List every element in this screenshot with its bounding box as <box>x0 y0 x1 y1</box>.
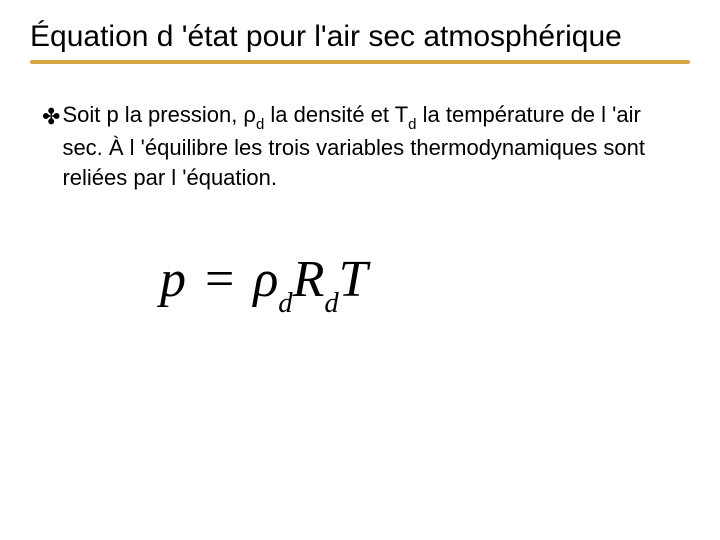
bullet-icon: ✤ <box>42 102 60 132</box>
eq-R-sub: d <box>324 288 338 319</box>
body-pre: Soit p la pression, <box>62 102 243 127</box>
eq-T: T <box>339 251 368 308</box>
equation-block: p = ρdRdT <box>30 250 690 315</box>
eq-p: p <box>160 251 186 308</box>
title-underline <box>30 60 690 64</box>
eq-rho-sub: d <box>278 288 292 319</box>
bullet-item: ✤ Soit p la pression, ρd la densité et T… <box>42 100 660 193</box>
rho-symbol: ρ <box>243 102 256 127</box>
body-mid1: la densité et T <box>264 102 408 127</box>
body-text: Soit p la pression, ρd la densité et Td … <box>62 100 660 193</box>
t-subscript: d <box>408 116 416 133</box>
eq-equals: = <box>192 251 247 308</box>
body-section: ✤ Soit p la pression, ρd la densité et T… <box>30 100 690 193</box>
equation-text: p = ρdRdT <box>160 250 690 315</box>
eq-rho: ρ <box>253 251 278 308</box>
eq-R: R <box>293 251 325 308</box>
rho-subscript: d <box>256 116 264 133</box>
slide-title: Équation d 'état pour l'air sec atmosphé… <box>30 18 690 56</box>
